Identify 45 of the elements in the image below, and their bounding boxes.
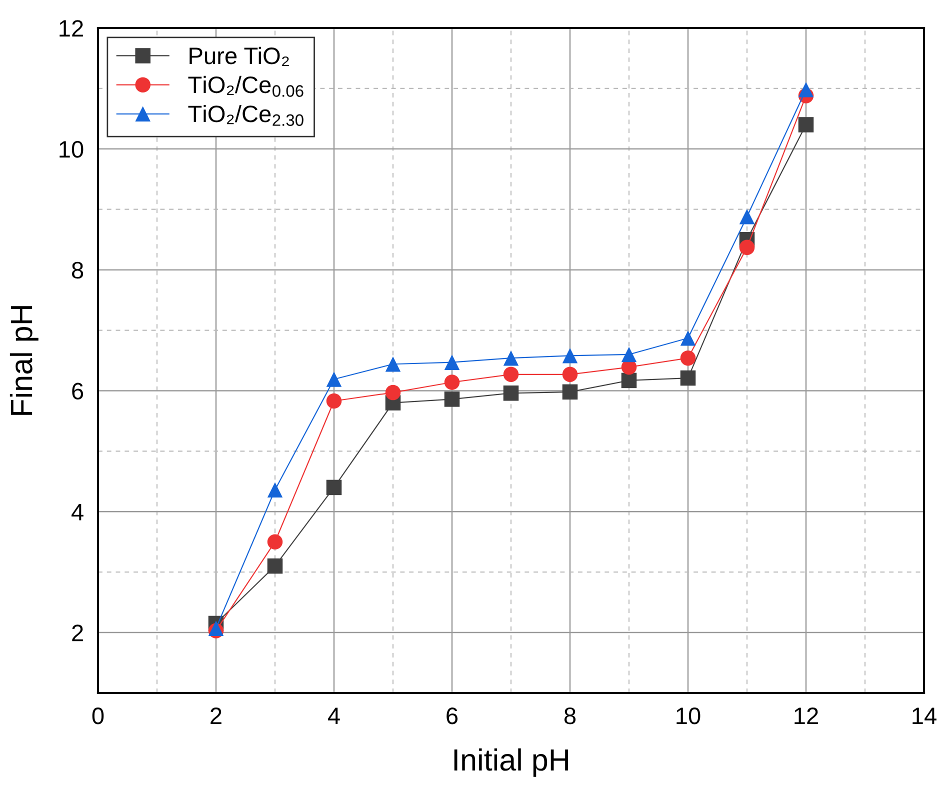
point [326,393,342,409]
legend-label: TiO₂/Ce$_{0.06}$ [188,76,304,97]
point [562,384,578,400]
x-tick-label: 2 [210,708,222,724]
point [798,82,814,98]
point [562,348,578,364]
point [444,374,460,390]
x-axis-title: Initial pH [454,748,568,777]
point [385,356,401,372]
legend-label: TiO₂/Ce$_{2.30}$ [188,104,304,126]
point [444,354,460,370]
y-tick-label: 10 [60,140,84,158]
point [385,384,401,400]
point [503,386,519,401]
point [680,350,696,366]
point [326,372,342,387]
point [621,346,637,362]
y-tick-label: 12 [60,20,83,37]
point [680,330,696,346]
x-tick-label: 4 [328,708,340,724]
point [680,370,696,386]
point [267,534,283,550]
y-tick-label: 4 [72,504,84,520]
x-tick-label: 6 [446,708,458,724]
point [267,558,283,574]
point [621,372,637,388]
x-tick-label: 12 [794,708,818,724]
point [503,350,519,366]
point [444,392,460,407]
point [739,208,755,224]
point [739,240,755,256]
point [326,480,342,496]
point [503,366,519,382]
x-tick-label: 14 [912,708,936,724]
y-tick-label: 8 [72,262,84,279]
point [267,482,283,498]
y-tick-label: 2 [72,624,83,642]
x-tick-label: 0 [92,708,104,724]
y-tick-label: 6 [72,382,84,400]
x-tick-label: 8 [564,708,576,724]
y-axis-title: Final pH [10,306,38,415]
point [562,366,578,382]
x-tick-label: 10 [676,708,700,724]
legend-label: Pure TiO₂ [190,46,289,66]
point [798,117,814,132]
